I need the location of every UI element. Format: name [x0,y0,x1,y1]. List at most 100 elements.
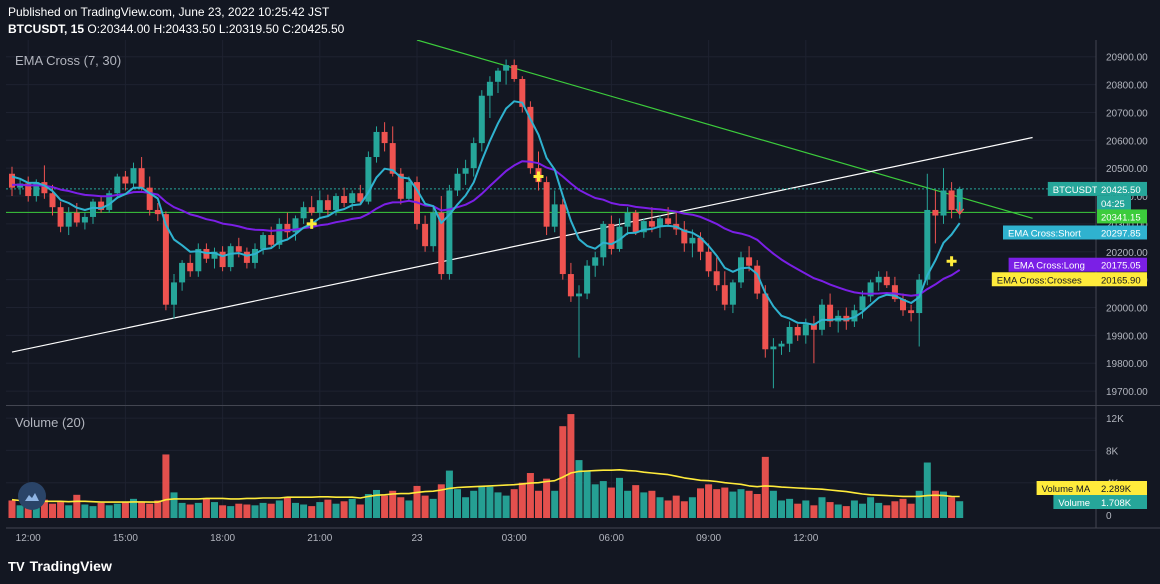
candle-body[interactable] [195,248,202,272]
candle-body[interactable] [122,176,129,184]
candle-body[interactable] [729,282,736,305]
candle-body[interactable] [106,193,113,210]
candle-body[interactable] [746,257,753,266]
candle-body[interactable] [697,237,704,252]
candle-body[interactable] [551,204,558,227]
ema-short-line[interactable] [11,100,961,326]
candle-body[interactable] [65,212,72,227]
candle-body[interactable] [389,143,396,174]
candle-body[interactable] [292,218,299,233]
candle-body[interactable] [33,182,40,197]
candle-body[interactable] [90,201,96,217]
candle-body[interactable] [567,274,574,297]
candle-body[interactable] [600,223,607,258]
candle-body[interactable] [243,251,250,263]
candle-body[interactable] [819,304,825,330]
candle-body[interactable] [721,285,728,305]
candle-body[interactable] [584,265,591,294]
volume-ma-line[interactable] [11,468,960,503]
candle-body[interactable] [73,212,80,223]
candle-body[interactable] [827,304,834,322]
candle-body[interactable] [478,95,485,144]
candle-body[interactable] [252,248,258,263]
candle-body[interactable] [324,200,331,210]
candle-body[interactable] [162,214,169,305]
candle-body[interactable] [211,251,218,259]
candle-body[interactable] [219,251,226,268]
candle-body[interactable] [333,196,339,210]
candle-body[interactable] [859,296,866,311]
candle-body[interactable] [138,168,145,188]
candle-body[interactable] [802,324,809,336]
candle-body[interactable] [268,235,275,245]
candle-body[interactable] [810,324,817,330]
candle-body[interactable] [616,226,623,249]
candle-body[interactable] [98,201,105,210]
candle-body[interactable] [341,196,348,203]
candle-body[interactable] [624,212,631,227]
candle-body[interactable] [778,343,785,347]
candle-body[interactable] [470,143,477,169]
candle-body[interactable] [130,168,137,184]
candle-body[interactable] [381,131,388,144]
candle-body[interactable] [851,310,858,322]
candle-body[interactable] [908,310,915,314]
candle-body[interactable] [519,79,526,107]
candle-body[interactable] [900,299,906,311]
horizontal-lines[interactable] [6,188,1096,213]
candle-body[interactable] [300,207,307,219]
candle-body[interactable] [770,346,777,350]
candle-body[interactable] [446,190,453,275]
candle-body[interactable] [486,81,493,96]
candle-body[interactable] [738,257,744,283]
candle-body[interactable] [9,173,15,188]
candle-body[interactable] [689,237,696,244]
candle-body[interactable] [41,182,48,194]
candle-body[interactable] [794,326,801,336]
candle-body[interactable] [397,173,404,199]
candle-body[interactable] [657,218,663,227]
candle-body[interactable] [867,282,874,297]
trendline-ascending[interactable] [11,136,1033,353]
ema-long-line[interactable] [11,160,961,297]
candle-body[interactable] [786,326,793,344]
candle-body[interactable] [284,223,291,233]
candle-body[interactable] [171,282,177,305]
candle-body[interactable] [179,262,186,283]
candle-body[interactable] [276,223,283,245]
candle-body[interactable] [235,246,242,252]
candle-body[interactable] [260,235,267,249]
candle-body[interactable] [81,216,88,223]
candle-body[interactable] [543,182,550,227]
candle-body[interactable] [762,293,769,350]
candle-body[interactable] [632,212,639,233]
candle-body[interactable] [713,271,720,286]
candle-body[interactable] [503,65,510,71]
candle-body[interactable] [227,246,234,268]
candle-body[interactable] [49,193,56,208]
candle-body[interactable] [308,207,315,213]
candle-body[interactable] [592,257,599,266]
candle-body[interactable] [956,188,963,212]
candle-body[interactable] [495,70,501,82]
axes[interactable]: 20900.00 20800.00 20700.00 20600.00 20500.00… [16,53,1148,544]
candle-body[interactable] [357,193,364,202]
volume-bars[interactable] [8,414,964,518]
ema-cross-label[interactable]: EMA Cross (7, 30) [15,53,122,68]
trendline-descending[interactable] [416,40,1033,219]
candle-body[interactable] [316,200,323,213]
candle-body[interactable] [640,221,647,233]
candle-body[interactable] [187,262,194,272]
candle-body[interactable] [405,182,412,199]
candle-body[interactable] [940,190,947,216]
candle-body[interactable] [754,265,761,294]
volume-label[interactable]: Volume (20) [15,415,86,430]
candle-body[interactable] [454,173,461,191]
symbol-interval[interactable]: BTCUSDT, 15 [8,22,85,36]
candles[interactable] [9,59,963,389]
candle-body[interactable] [559,204,566,275]
candle-body[interactable] [57,207,64,227]
candle-body[interactable] [665,218,672,224]
candle-body[interactable] [932,209,939,216]
